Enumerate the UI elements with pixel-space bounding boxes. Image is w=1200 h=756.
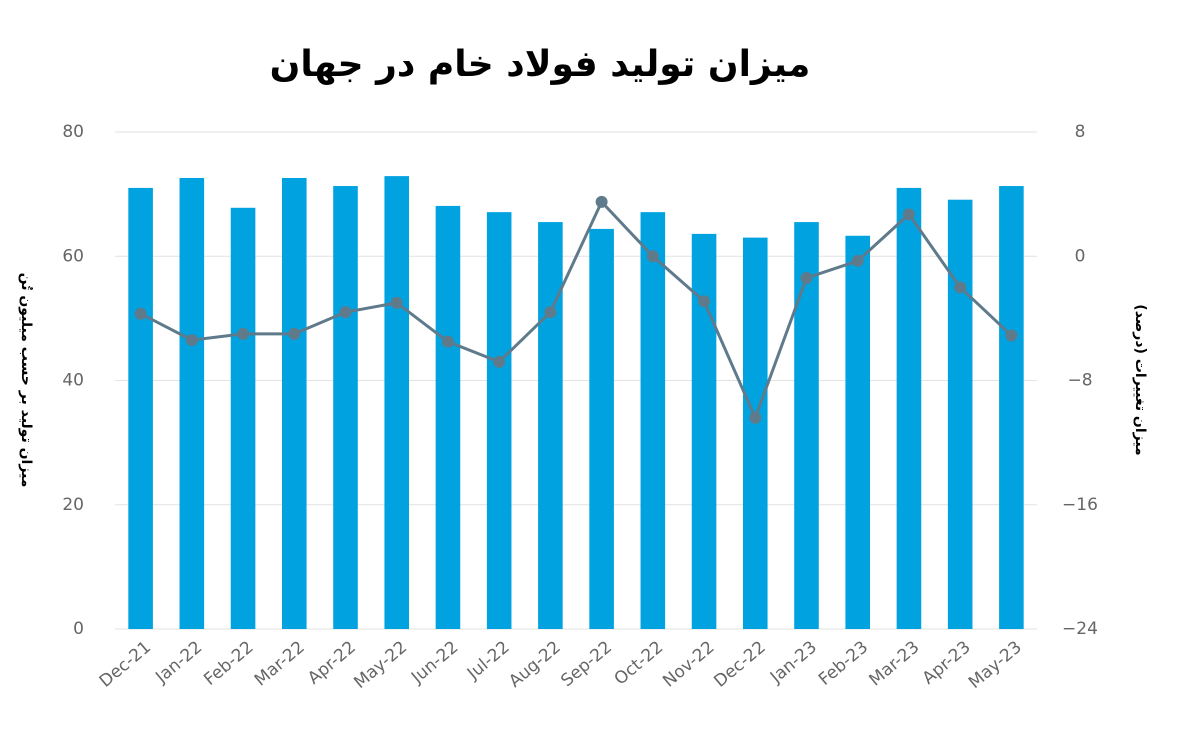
line — [139, 199, 1013, 422]
x-tick-label: Dec-21 — [96, 637, 155, 691]
y-axis-label: میزان تولید بر حسب میلیون تُن — [18, 273, 34, 488]
x-tick-label: May-23 — [965, 637, 1026, 693]
point — [851, 254, 864, 267]
bar — [435, 205, 461, 629]
point — [185, 334, 198, 347]
bar — [845, 235, 871, 629]
y-tick-label: 80 — [62, 122, 84, 142]
bar — [538, 222, 563, 630]
y2-tick-label: −16 — [1062, 495, 1098, 515]
point — [902, 208, 915, 221]
x-tick-label: May-22 — [350, 637, 411, 693]
bar — [333, 186, 358, 629]
point — [237, 327, 250, 340]
x-tick-label: Aug-22 — [505, 637, 565, 692]
chart-title: میزان تولید فولاد خام در جهان — [270, 44, 811, 85]
bar — [486, 212, 512, 630]
y-tick-label: 40 — [62, 371, 84, 391]
y-tick-label: 0 — [73, 619, 84, 639]
point — [390, 296, 403, 309]
point — [493, 355, 506, 368]
bar — [896, 187, 922, 629]
point — [544, 306, 557, 319]
point — [646, 250, 659, 263]
y2-axis-label: میزان تغییرات (درصد) — [1132, 304, 1148, 455]
x-tick-label: Sep-22 — [557, 637, 616, 691]
point — [698, 295, 711, 308]
bar — [281, 177, 307, 629]
bar — [640, 212, 666, 630]
point — [1005, 329, 1018, 342]
point — [339, 306, 352, 319]
point — [595, 195, 608, 208]
y-tick-label: 60 — [62, 246, 84, 266]
bar — [384, 176, 410, 629]
x-tick-label: Jun-22 — [407, 637, 462, 688]
y2-tick-label: −8 — [1067, 371, 1092, 391]
x-tick-label: Oct-22 — [611, 637, 668, 689]
x-tick-label: Mar-22 — [251, 637, 309, 690]
y2-tick-label: −24 — [1062, 619, 1098, 639]
bar — [742, 237, 768, 630]
bar — [999, 186, 1024, 629]
y2-tick-label: 8 — [1075, 122, 1086, 142]
bar — [947, 199, 973, 629]
x-tick-label: Jan-23 — [766, 637, 821, 688]
y-tick-label: 20 — [62, 495, 84, 515]
x-tick-label: Dec-22 — [710, 637, 769, 691]
point — [800, 271, 813, 284]
x-tick-label: Nov-22 — [659, 637, 718, 691]
x-tick-label: Apr-22 — [304, 637, 360, 688]
x-tick-label: Jan-22 — [151, 637, 206, 688]
bar — [794, 222, 819, 630]
point — [749, 411, 762, 424]
bar — [179, 177, 205, 629]
bar — [128, 187, 153, 629]
point — [441, 335, 454, 348]
bar — [230, 207, 256, 630]
point — [954, 281, 967, 294]
x-tick-label: Feb-22 — [200, 637, 257, 690]
x-tick-label: Feb-23 — [815, 637, 872, 690]
point — [288, 327, 301, 340]
x-tick-label: Mar-23 — [865, 637, 923, 690]
point — [134, 307, 147, 320]
x-tick-label: Apr-23 — [919, 637, 975, 688]
y2-tick-label: 0 — [1075, 246, 1086, 266]
bar — [589, 228, 614, 630]
